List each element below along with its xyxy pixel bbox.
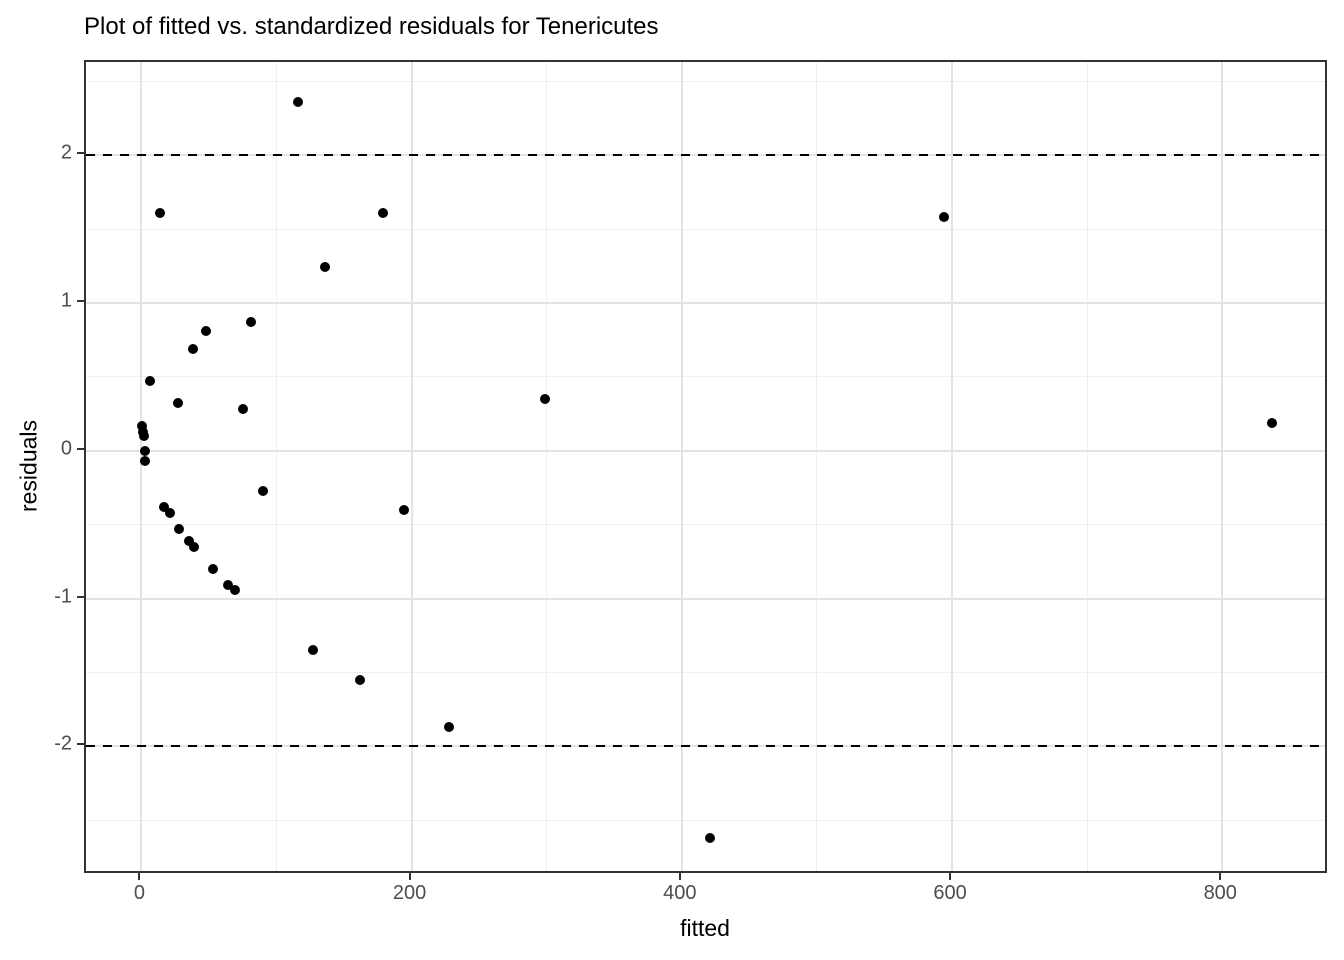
data-point [1267,417,1278,428]
dashed-reference-line [86,154,1325,157]
plot-panel [84,60,1327,873]
data-point [398,504,409,515]
data-point [137,420,148,431]
data-point [138,430,149,441]
x-axis-title: fitted [680,915,730,941]
y-axis-tick [77,595,84,598]
data-point [245,317,256,328]
y-tick-label: 0 [60,437,72,460]
data-point [222,580,233,591]
y-axis-tick [77,447,84,450]
data-point [208,564,218,575]
x-tick-label: 0 [133,882,145,904]
y-tick-label: 1 [60,289,72,312]
data-point [164,507,175,518]
y-axis-title: residuals [15,419,42,513]
gridline-y-major [86,301,1325,304]
gridline-x-minor [816,62,818,871]
x-axis-tick [1219,873,1222,880]
data-point [172,398,183,409]
gridline-x-minor [546,62,548,871]
gridline-x-major [410,62,413,871]
data-point [154,207,165,218]
gridline-y-minor [86,80,1325,82]
gridline-y-minor [86,524,1325,526]
y-tick-label: 2 [60,141,72,164]
y-tick-label: -1 [54,585,72,608]
gridline-x-minor [276,62,277,871]
gridline-x-major [1221,62,1224,871]
y-axis-tick [77,299,84,302]
x-tick-label: 800 [1203,882,1237,904]
data-point [201,326,212,337]
x-axis-tick [949,873,952,880]
y-axis-tick [77,152,84,155]
data-point [293,96,304,107]
data-point [159,501,170,512]
gridline-y-major [86,597,1325,600]
x-tick-label: 600 [933,882,967,904]
gridline-x-major [680,62,683,871]
data-point [229,584,240,595]
x-tick-label: 400 [663,882,697,904]
data-point [187,343,198,354]
gridline-y-major [86,449,1325,452]
data-point [139,445,150,456]
data-point [237,404,248,415]
data-point [307,645,318,656]
data-point [444,722,455,733]
data-point [378,207,389,218]
data-point [705,833,716,844]
gridline-y-minor [86,376,1325,378]
data-point [144,376,155,387]
x-axis-tick [678,873,681,880]
data-point [174,524,185,535]
dashed-reference-line [86,745,1325,748]
data-point [540,394,551,405]
data-point [140,456,151,467]
data-point [938,212,949,223]
gridline-x-minor [1086,62,1088,871]
data-point [257,485,268,496]
y-axis-tick [77,743,84,746]
gridline-x-major [951,62,954,871]
data-point [183,535,194,546]
gridline-y-minor [86,819,1325,821]
gridline-y-minor [86,228,1325,230]
gridline-y-minor [86,671,1325,673]
x-tick-label: 200 [392,882,427,904]
x-axis-tick [138,873,141,880]
data-point [189,541,200,552]
gridline-x-major [140,62,143,871]
data-point [320,262,331,273]
chart-title: Plot of fitted vs. standardized residual… [84,13,659,40]
x-axis-tick [408,873,411,880]
y-tick-label: -2 [54,732,72,755]
data-point [355,674,366,685]
